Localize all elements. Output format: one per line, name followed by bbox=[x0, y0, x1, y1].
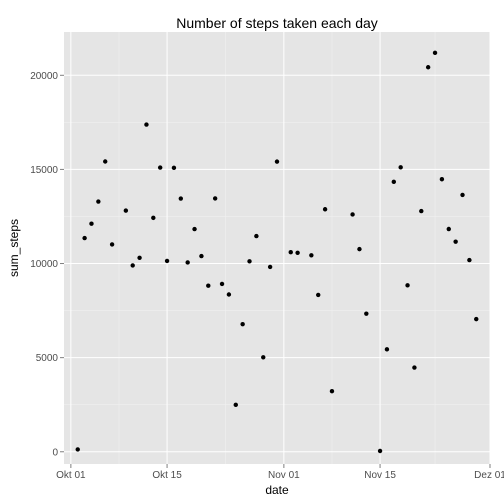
x-tick-label: Nov 15 bbox=[364, 470, 396, 481]
data-point bbox=[453, 239, 458, 244]
data-point bbox=[405, 283, 410, 288]
data-point bbox=[137, 255, 142, 261]
data-point bbox=[109, 242, 115, 247]
data-point bbox=[439, 177, 445, 182]
data-points bbox=[75, 50, 479, 454]
data-point bbox=[467, 257, 472, 263]
data-point bbox=[419, 208, 424, 214]
y-tick-label: 10000 bbox=[30, 259, 58, 270]
data-point bbox=[240, 321, 245, 327]
data-point bbox=[123, 208, 129, 213]
data-point bbox=[157, 165, 163, 170]
x-tick-label: Nov 01 bbox=[268, 470, 300, 481]
y-tick-label: 5000 bbox=[36, 353, 59, 364]
data-point bbox=[398, 165, 403, 170]
data-point bbox=[82, 235, 87, 241]
y-tick-label: 15000 bbox=[30, 165, 58, 176]
data-point bbox=[164, 258, 170, 264]
data-point bbox=[212, 196, 218, 201]
data-point bbox=[185, 260, 190, 265]
data-point bbox=[316, 292, 321, 298]
data-point bbox=[178, 196, 184, 201]
data-point bbox=[474, 316, 479, 322]
plot-panel bbox=[64, 32, 490, 464]
data-point bbox=[261, 355, 266, 360]
y-axis-title: sum_steps bbox=[7, 219, 21, 277]
data-point bbox=[309, 253, 314, 258]
data-point bbox=[219, 281, 225, 287]
data-point bbox=[75, 447, 80, 452]
major-gridlines bbox=[64, 32, 491, 464]
x-tick-label: Dez 01 bbox=[474, 470, 504, 481]
y-tick-label: 0 bbox=[52, 447, 58, 458]
data-point bbox=[432, 50, 438, 56]
data-point bbox=[425, 65, 431, 70]
data-point bbox=[329, 388, 335, 394]
data-point bbox=[103, 159, 108, 164]
y-tick-label: 20000 bbox=[30, 71, 58, 82]
data-point bbox=[254, 233, 259, 239]
data-point bbox=[412, 365, 417, 370]
data-point bbox=[364, 311, 369, 316]
data-point bbox=[206, 283, 211, 288]
data-point bbox=[460, 192, 465, 198]
data-point bbox=[96, 199, 101, 204]
data-point bbox=[89, 221, 94, 226]
data-point bbox=[357, 246, 362, 252]
data-point bbox=[350, 212, 355, 217]
data-point bbox=[384, 347, 390, 352]
data-point bbox=[130, 263, 135, 268]
data-point bbox=[274, 159, 280, 164]
x-axis-ticks: Okt 01 Okt 15 Nov 01 Nov 15 Dez 01 bbox=[56, 464, 504, 481]
data-point bbox=[247, 259, 252, 264]
data-point bbox=[267, 264, 273, 270]
chart-title: Number of steps taken each day bbox=[176, 15, 378, 31]
data-point bbox=[288, 250, 293, 255]
data-point bbox=[226, 292, 232, 297]
data-point bbox=[295, 250, 300, 255]
x-axis-title: date bbox=[265, 483, 289, 497]
x-tick-label: Okt 01 bbox=[56, 470, 86, 481]
data-point bbox=[233, 402, 238, 408]
data-point bbox=[171, 165, 177, 171]
data-point bbox=[144, 122, 149, 127]
x-tick-label: Okt 15 bbox=[152, 470, 182, 481]
data-point bbox=[151, 215, 156, 221]
data-point bbox=[192, 226, 197, 232]
minor-gridlines bbox=[64, 32, 490, 464]
data-point bbox=[446, 226, 451, 232]
data-point bbox=[391, 179, 397, 185]
data-point bbox=[377, 448, 383, 454]
y-axis-ticks: 0 5000 10000 15000 20000 bbox=[30, 71, 64, 458]
data-point bbox=[322, 207, 328, 212]
data-point bbox=[199, 253, 204, 259]
